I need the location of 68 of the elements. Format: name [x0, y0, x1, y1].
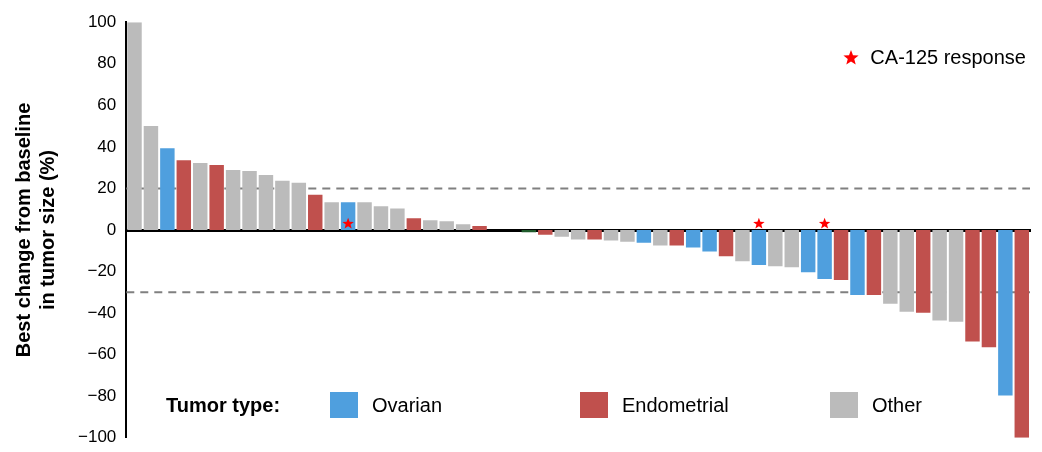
bar [439, 221, 454, 230]
y-tick-label: 60 [97, 95, 117, 115]
y-tick-label: −100 [77, 427, 117, 447]
bar [915, 230, 931, 313]
bar [948, 230, 964, 322]
bar [768, 230, 783, 267]
legend-label: Ovarian [372, 393, 443, 417]
bar [751, 230, 767, 266]
bar [357, 202, 372, 230]
bar [406, 218, 422, 230]
bar [620, 230, 635, 242]
bar [669, 230, 684, 246]
legend-label: Other [872, 393, 923, 417]
y-tick-label: 40 [97, 136, 117, 156]
legend-title: Tumor type: [166, 393, 282, 417]
legend-label: CA-125 response [870, 46, 1026, 69]
bar [883, 230, 898, 304]
bar [965, 230, 980, 342]
y-tick-label: 80 [97, 53, 117, 73]
bar [373, 206, 389, 230]
y-axis-title: Best change from baseline in tumor size (%) [11, 102, 58, 358]
bar [554, 230, 569, 237]
bar [833, 230, 849, 281]
bar [1014, 230, 1030, 438]
bar [998, 230, 1013, 396]
bar [258, 174, 274, 230]
bar [685, 230, 701, 248]
bar [209, 164, 224, 230]
y-tick-label: −20 [87, 261, 117, 281]
bar [653, 230, 668, 246]
bar [735, 230, 750, 262]
bar [423, 220, 438, 230]
bar [160, 148, 175, 230]
bar [225, 169, 241, 230]
bar [784, 230, 799, 268]
bar [308, 194, 323, 230]
bar [472, 226, 487, 230]
bar [127, 22, 142, 230]
bar [455, 224, 471, 230]
bar [899, 230, 914, 312]
bar [603, 230, 619, 241]
bar [275, 180, 290, 230]
bar [850, 230, 865, 296]
y-tick-label: 0 [106, 219, 117, 239]
bar [570, 230, 586, 240]
bar [866, 230, 882, 296]
bar [932, 230, 947, 321]
bar [702, 230, 717, 252]
bar [587, 230, 602, 240]
bar [390, 208, 405, 230]
bar [324, 202, 339, 230]
y-tick-label: −60 [87, 344, 117, 364]
y-tick-label: −80 [87, 385, 117, 405]
bar [636, 230, 652, 243]
bar [291, 182, 307, 230]
y-tick-label: 20 [97, 178, 117, 198]
y-tick-label: −40 [87, 302, 117, 322]
bar [193, 163, 208, 230]
legend-label: Endometrial [622, 393, 729, 417]
bar [718, 230, 734, 257]
bar [242, 170, 257, 230]
bar [800, 230, 816, 273]
bar [176, 160, 192, 230]
bar [538, 230, 553, 235]
bar [143, 126, 159, 230]
y-tick-label: 100 [87, 11, 117, 31]
bar [981, 230, 997, 348]
bar [817, 230, 832, 280]
